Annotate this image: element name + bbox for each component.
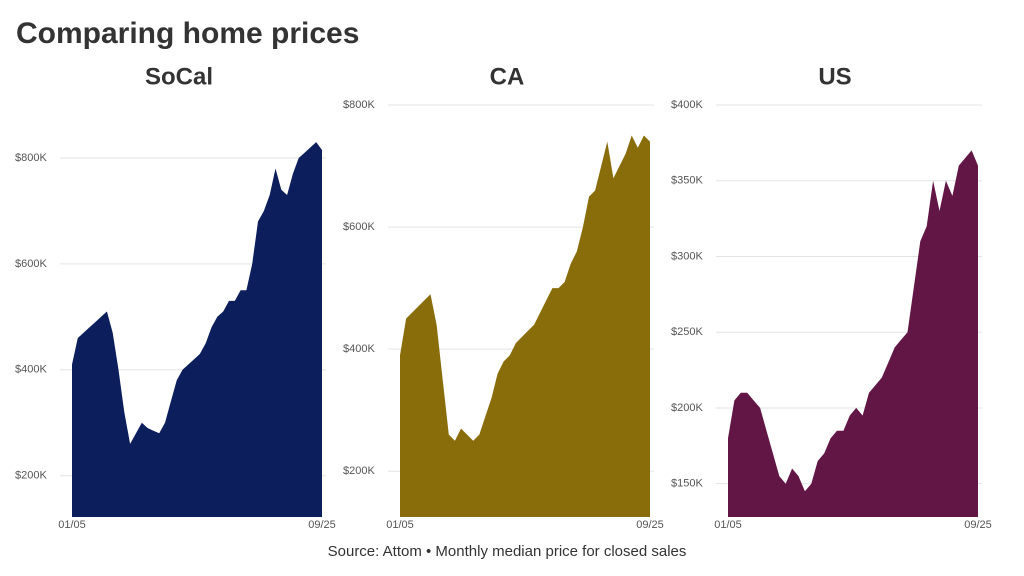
- source-note: Source: Attom • Monthly median price for…: [328, 543, 687, 560]
- y-tick-label: $800K: [15, 152, 47, 164]
- x-tick-label: 09/25: [636, 519, 664, 531]
- y-tick-label: $400K: [343, 343, 375, 355]
- area: [400, 135, 650, 517]
- y-tick-label: $250K: [671, 326, 703, 338]
- y-tick-label: $200K: [15, 470, 47, 482]
- panel-title: CA: [490, 63, 525, 90]
- x-tick-label: 09/25: [308, 519, 336, 531]
- panel-title: SoCal: [145, 63, 213, 90]
- x-tick-label: 01/05: [714, 519, 742, 531]
- x-tick-label: 01/05: [386, 519, 414, 531]
- y-tick-label: $350K: [671, 175, 703, 187]
- area: [728, 150, 978, 517]
- y-tick-label: $200K: [671, 402, 703, 414]
- y-tick-label: $400K: [671, 99, 703, 111]
- y-tick-label: $600K: [343, 221, 375, 233]
- y-tick-label: $200K: [343, 465, 375, 477]
- panel-title: US: [818, 63, 851, 90]
- y-tick-label: $150K: [671, 478, 703, 490]
- y-tick-label: $400K: [15, 364, 47, 376]
- y-tick-label: $600K: [15, 258, 47, 270]
- page-title: Comparing home prices: [16, 17, 359, 50]
- x-tick-label: 01/05: [58, 519, 86, 531]
- y-tick-label: $300K: [671, 250, 703, 262]
- area: [72, 142, 322, 517]
- y-tick-label: $800K: [343, 99, 375, 111]
- x-tick-label: 09/25: [964, 519, 992, 531]
